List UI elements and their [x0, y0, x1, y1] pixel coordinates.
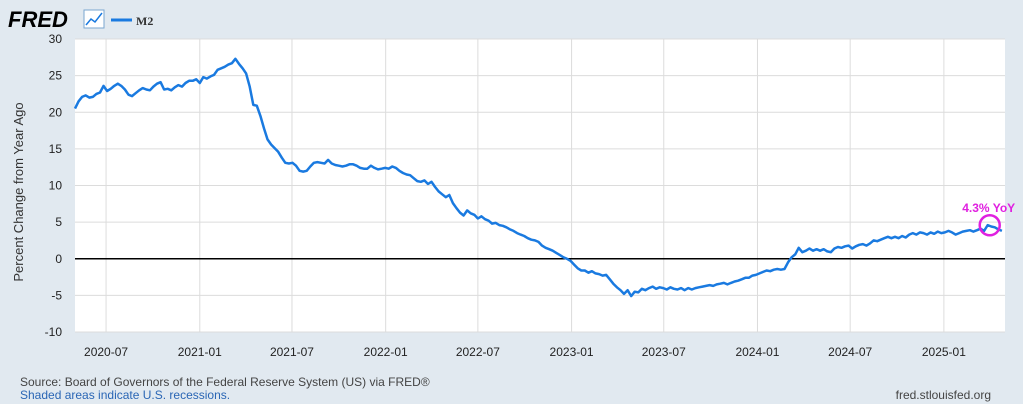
- y-tick-label: 30: [49, 32, 63, 46]
- y-tick-label: -10: [45, 325, 63, 339]
- x-axis-ticks: 2020-07 2021-01 2021-07 2022-01 2022-07 2023-…: [84, 345, 966, 359]
- series-m2: [73, 57, 1003, 298]
- x-tick-label: 2021-01: [178, 345, 222, 359]
- legend-m2-label: M2: [136, 14, 153, 28]
- recession-note-link[interactable]: Shaded areas indicate U.S. recessions.: [20, 388, 230, 402]
- annotation: 4.3% YoY: [962, 201, 1015, 237]
- y-tick-label: 15: [49, 142, 63, 156]
- y-axis-ticks: -10 -5 0 5 10 15 20 25 30: [45, 32, 63, 339]
- x-tick-label: 2021-07: [270, 345, 314, 359]
- y-tick-label: 25: [49, 69, 63, 83]
- x-tick-label: 2025-01: [922, 345, 966, 359]
- x-tick-label: 2022-07: [456, 345, 500, 359]
- series-line-m2: [73, 57, 1003, 298]
- x-tick-label: 2024-01: [735, 345, 779, 359]
- fred-logo[interactable]: FRED: [8, 7, 68, 32]
- y-tick-label: 20: [49, 105, 63, 119]
- line-chart-icon: [83, 9, 105, 29]
- y-tick-label: 10: [49, 179, 63, 193]
- y-tick-label: 5: [55, 215, 62, 229]
- y-axis-title: Percent Change from Year Ago: [11, 102, 26, 281]
- y-tick-label: 0: [55, 252, 62, 266]
- x-tick-label: 2023-07: [642, 345, 686, 359]
- site-url[interactable]: fred.stlouisfed.org: [896, 388, 991, 402]
- annotation-label: 4.3% YoY: [962, 201, 1015, 215]
- x-tick-label: 2022-01: [364, 345, 408, 359]
- x-tick-label: 2020-07: [84, 345, 128, 359]
- y-tick-label: -5: [51, 288, 62, 302]
- x-tick-label: 2024-07: [828, 345, 872, 359]
- x-tick-label: 2023-01: [550, 345, 594, 359]
- annotation-circle: [978, 214, 1001, 237]
- source-note: Source: Board of Governors of the Federa…: [20, 375, 430, 389]
- gridlines: [75, 38, 1005, 333]
